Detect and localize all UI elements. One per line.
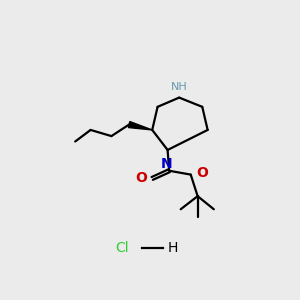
Polygon shape — [128, 122, 152, 130]
Text: NH: NH — [171, 82, 188, 92]
Text: O: O — [196, 166, 208, 180]
Text: Cl: Cl — [116, 241, 129, 255]
Text: O: O — [136, 172, 148, 185]
Text: N: N — [160, 157, 172, 171]
Text: H: H — [168, 241, 178, 255]
